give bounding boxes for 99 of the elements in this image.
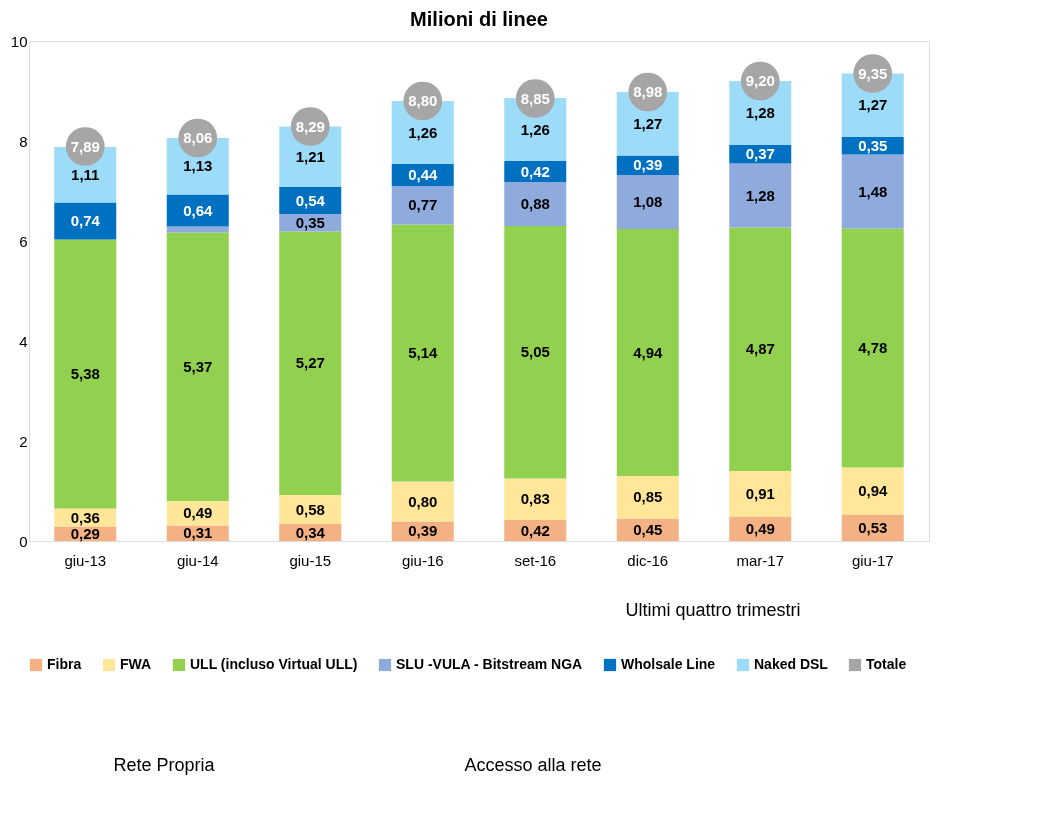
bar: [841, 228, 904, 468]
legend-label: Wholsale Line: [621, 656, 716, 672]
x-tick-label: dic-16: [627, 551, 669, 569]
data-label: 7,89: [70, 137, 100, 155]
data-label: 0,39: [633, 156, 663, 174]
data-label: 0,44: [408, 166, 438, 183]
data-label: 1,28: [745, 104, 775, 121]
data-label: 0,35: [295, 213, 325, 231]
data-label: 1,27: [633, 114, 663, 132]
data-label: 1,11: [71, 165, 100, 183]
bar: [166, 226, 229, 233]
x-tick-label: giu-14: [176, 551, 219, 569]
legend-label: Naked DSL: [754, 656, 829, 672]
bar: [729, 471, 792, 517]
data-label: 1,26: [408, 123, 438, 141]
data-label: 1,13: [183, 157, 213, 175]
bar: [166, 232, 229, 501]
data-label: 0,74: [70, 212, 101, 229]
data-label: 8,85: [520, 89, 550, 107]
data-label: 5,27: [295, 354, 325, 372]
data-label: 0,53: [858, 518, 888, 536]
bar: [54, 239, 117, 509]
y-tick-label: 2: [19, 432, 28, 450]
bar: [841, 467, 904, 515]
bar: [504, 226, 567, 479]
data-label: 0,85: [633, 488, 663, 506]
data-label: 1,26: [520, 120, 550, 138]
data-label: 0,80: [408, 492, 438, 510]
bar: [391, 481, 454, 522]
data-label: 0,49: [183, 504, 213, 522]
data-label: 4,94: [633, 343, 663, 361]
text: Rete Propria: [113, 755, 216, 775]
data-label: 0,42: [520, 162, 550, 180]
data-label: 8,80: [408, 92, 438, 109]
bar: [504, 182, 567, 226]
data-label: 0,39: [408, 522, 438, 540]
data-label: 0,42: [520, 521, 550, 539]
bar: [616, 229, 679, 476]
data-label: 1,08: [633, 193, 663, 210]
data-label: 0,34: [295, 523, 326, 541]
data-label: 1,21: [295, 147, 325, 165]
y-tick-label: 10: [10, 32, 28, 50]
data-label: 0,49: [745, 519, 775, 537]
x-tick-label: giu-17: [851, 551, 894, 569]
data-label: 5,05: [520, 343, 550, 361]
data-label: 0,35: [858, 136, 888, 154]
text: Ultimi quattro trimestri: [625, 600, 801, 620]
x-tick-label: giu-15: [289, 551, 332, 569]
y-tick-label: 4: [19, 332, 28, 350]
x-tick-label: mar-17: [736, 551, 785, 569]
data-label: 0,64: [183, 201, 213, 219]
bar: [729, 163, 792, 228]
bar: [504, 478, 567, 520]
data-label: 8,06: [183, 129, 213, 146]
y-tick-label: 0: [19, 532, 28, 550]
data-label: 5,38: [70, 365, 100, 382]
data-label: 1,48: [858, 182, 888, 200]
text: Accesso alla rete: [464, 755, 602, 775]
chart-title: Milioni di linee: [410, 8, 548, 30]
data-label: 0,31: [183, 524, 213, 542]
legend-label: FWA: [120, 656, 152, 672]
data-label: 0,77: [408, 196, 438, 214]
data-label: 9,20: [745, 72, 775, 89]
bar: [391, 224, 454, 482]
data-label: 5,37: [183, 357, 213, 375]
legend-label: Totale: [866, 656, 907, 672]
data-label: 1,27: [858, 96, 888, 114]
data-label: 0,91: [745, 484, 775, 502]
data-label: 0,54: [295, 191, 326, 209]
legend-label: ULL (incluso Virtual ULL): [190, 656, 358, 672]
bar: [616, 175, 679, 229]
data-label: 0,83: [520, 490, 550, 508]
x-tick-label: giu-16: [401, 551, 444, 569]
legend-label: SLU -VULA - Bitstream NGA: [396, 656, 583, 672]
data-label: 4,78: [858, 339, 888, 356]
bar: [729, 227, 792, 471]
data-label: 0,37: [745, 145, 775, 163]
bar: [54, 202, 117, 240]
data-label: 5,14: [408, 344, 438, 361]
y-tick-label: 8: [19, 132, 28, 150]
y-tick-label: 6: [19, 232, 28, 250]
legend-label: Fibra: [47, 656, 82, 672]
bar: [841, 154, 904, 229]
data-label: 0,88: [520, 195, 550, 212]
data-label: 0,94: [858, 482, 888, 499]
data-label: 8,29: [295, 117, 325, 135]
bar: [279, 231, 342, 495]
bar: [616, 476, 679, 519]
x-tick-label: giu-13: [64, 551, 107, 569]
bar: [166, 194, 229, 227]
data-label: 0,36: [70, 508, 100, 526]
bar: [391, 186, 454, 225]
data-label: 9,35: [858, 64, 888, 82]
data-label: 4,87: [745, 340, 775, 358]
data-label: 0,45: [633, 520, 663, 538]
x-tick-label: set-16: [514, 551, 557, 569]
data-label: 1,28: [745, 186, 775, 204]
data-label: 0,58: [295, 500, 325, 518]
data-label: 8,98: [633, 83, 663, 100]
